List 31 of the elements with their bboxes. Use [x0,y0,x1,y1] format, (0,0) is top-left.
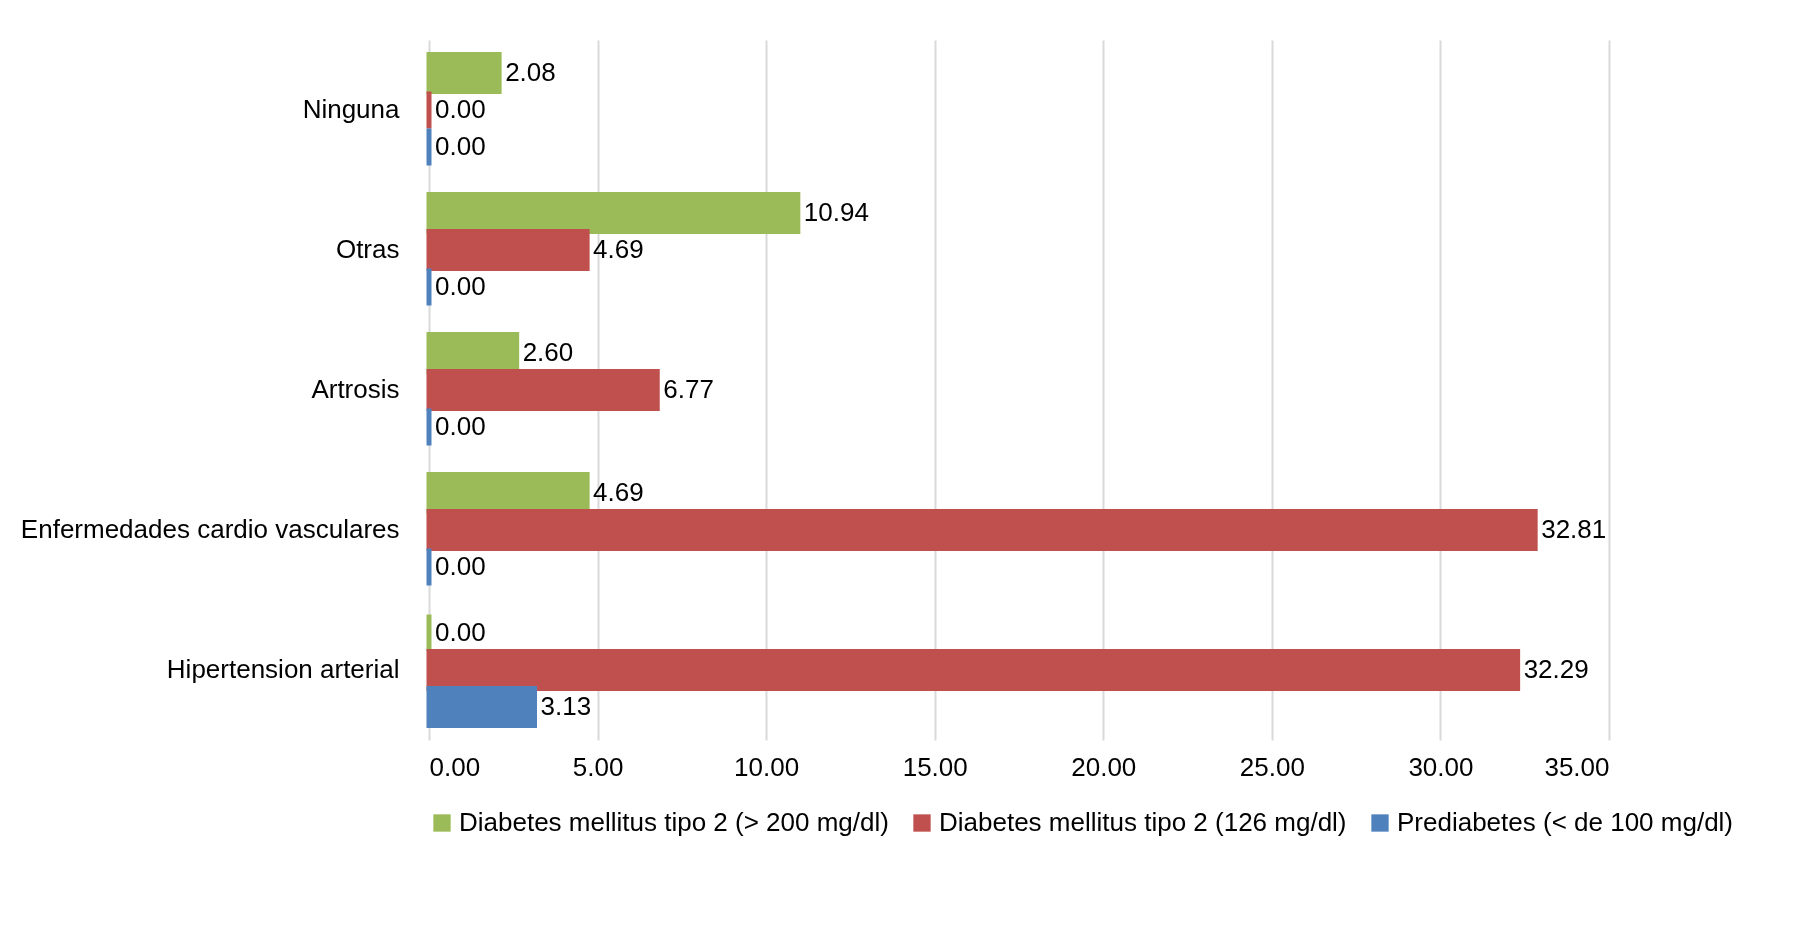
data-label: 4.69 [593,476,644,507]
data-label: 0.00 [435,271,486,302]
x-tick-label: 20.00 [1071,751,1137,782]
data-label: 32.81 [1541,514,1607,544]
x-tick-label: 0.00 [429,751,481,782]
data-label: 0.00 [435,411,486,442]
data-label: 0.00 [435,131,486,162]
data-label: 0.00 [435,616,486,647]
x-tick-label: 15.00 [902,751,968,782]
y-tick-label: Ninguna [302,94,401,124]
y-tick-label: Hipertension arterial [166,654,400,684]
data-label: 10.94 [803,196,869,227]
data-label: 2.08 [505,56,556,87]
data-label: 0.00 [435,94,486,124]
data-label: 2.60 [522,336,574,367]
x-tick-label: 10.00 [734,751,800,782]
data-label: 4.69 [593,234,644,264]
x-tick-label: 35.00 [1544,751,1610,782]
x-tick-label: 5.00 [572,751,624,782]
y-tick-label: Artrosis [311,374,400,404]
legend-label: Diabetes mellitus tipo 2 (126 mg/dl) [939,807,1347,837]
data-label: 3.13 [540,691,592,722]
data-label: 0.00 [435,551,486,582]
legend-label: Diabetes mellitus tipo 2 (> 200 mg/dl) [459,807,889,837]
data-label: 6.77 [663,374,714,404]
x-tick-label: 25.00 [1239,751,1305,782]
legend-label: Prediabetes (< de 100 mg/dl) [1397,807,1734,837]
x-tick-label: 30.00 [1408,751,1474,782]
data-label: 32.29 [1523,654,1589,684]
y-tick-label: Otras [335,234,400,264]
y-tick-label: Enfermedades cardio vasculares [20,514,400,544]
